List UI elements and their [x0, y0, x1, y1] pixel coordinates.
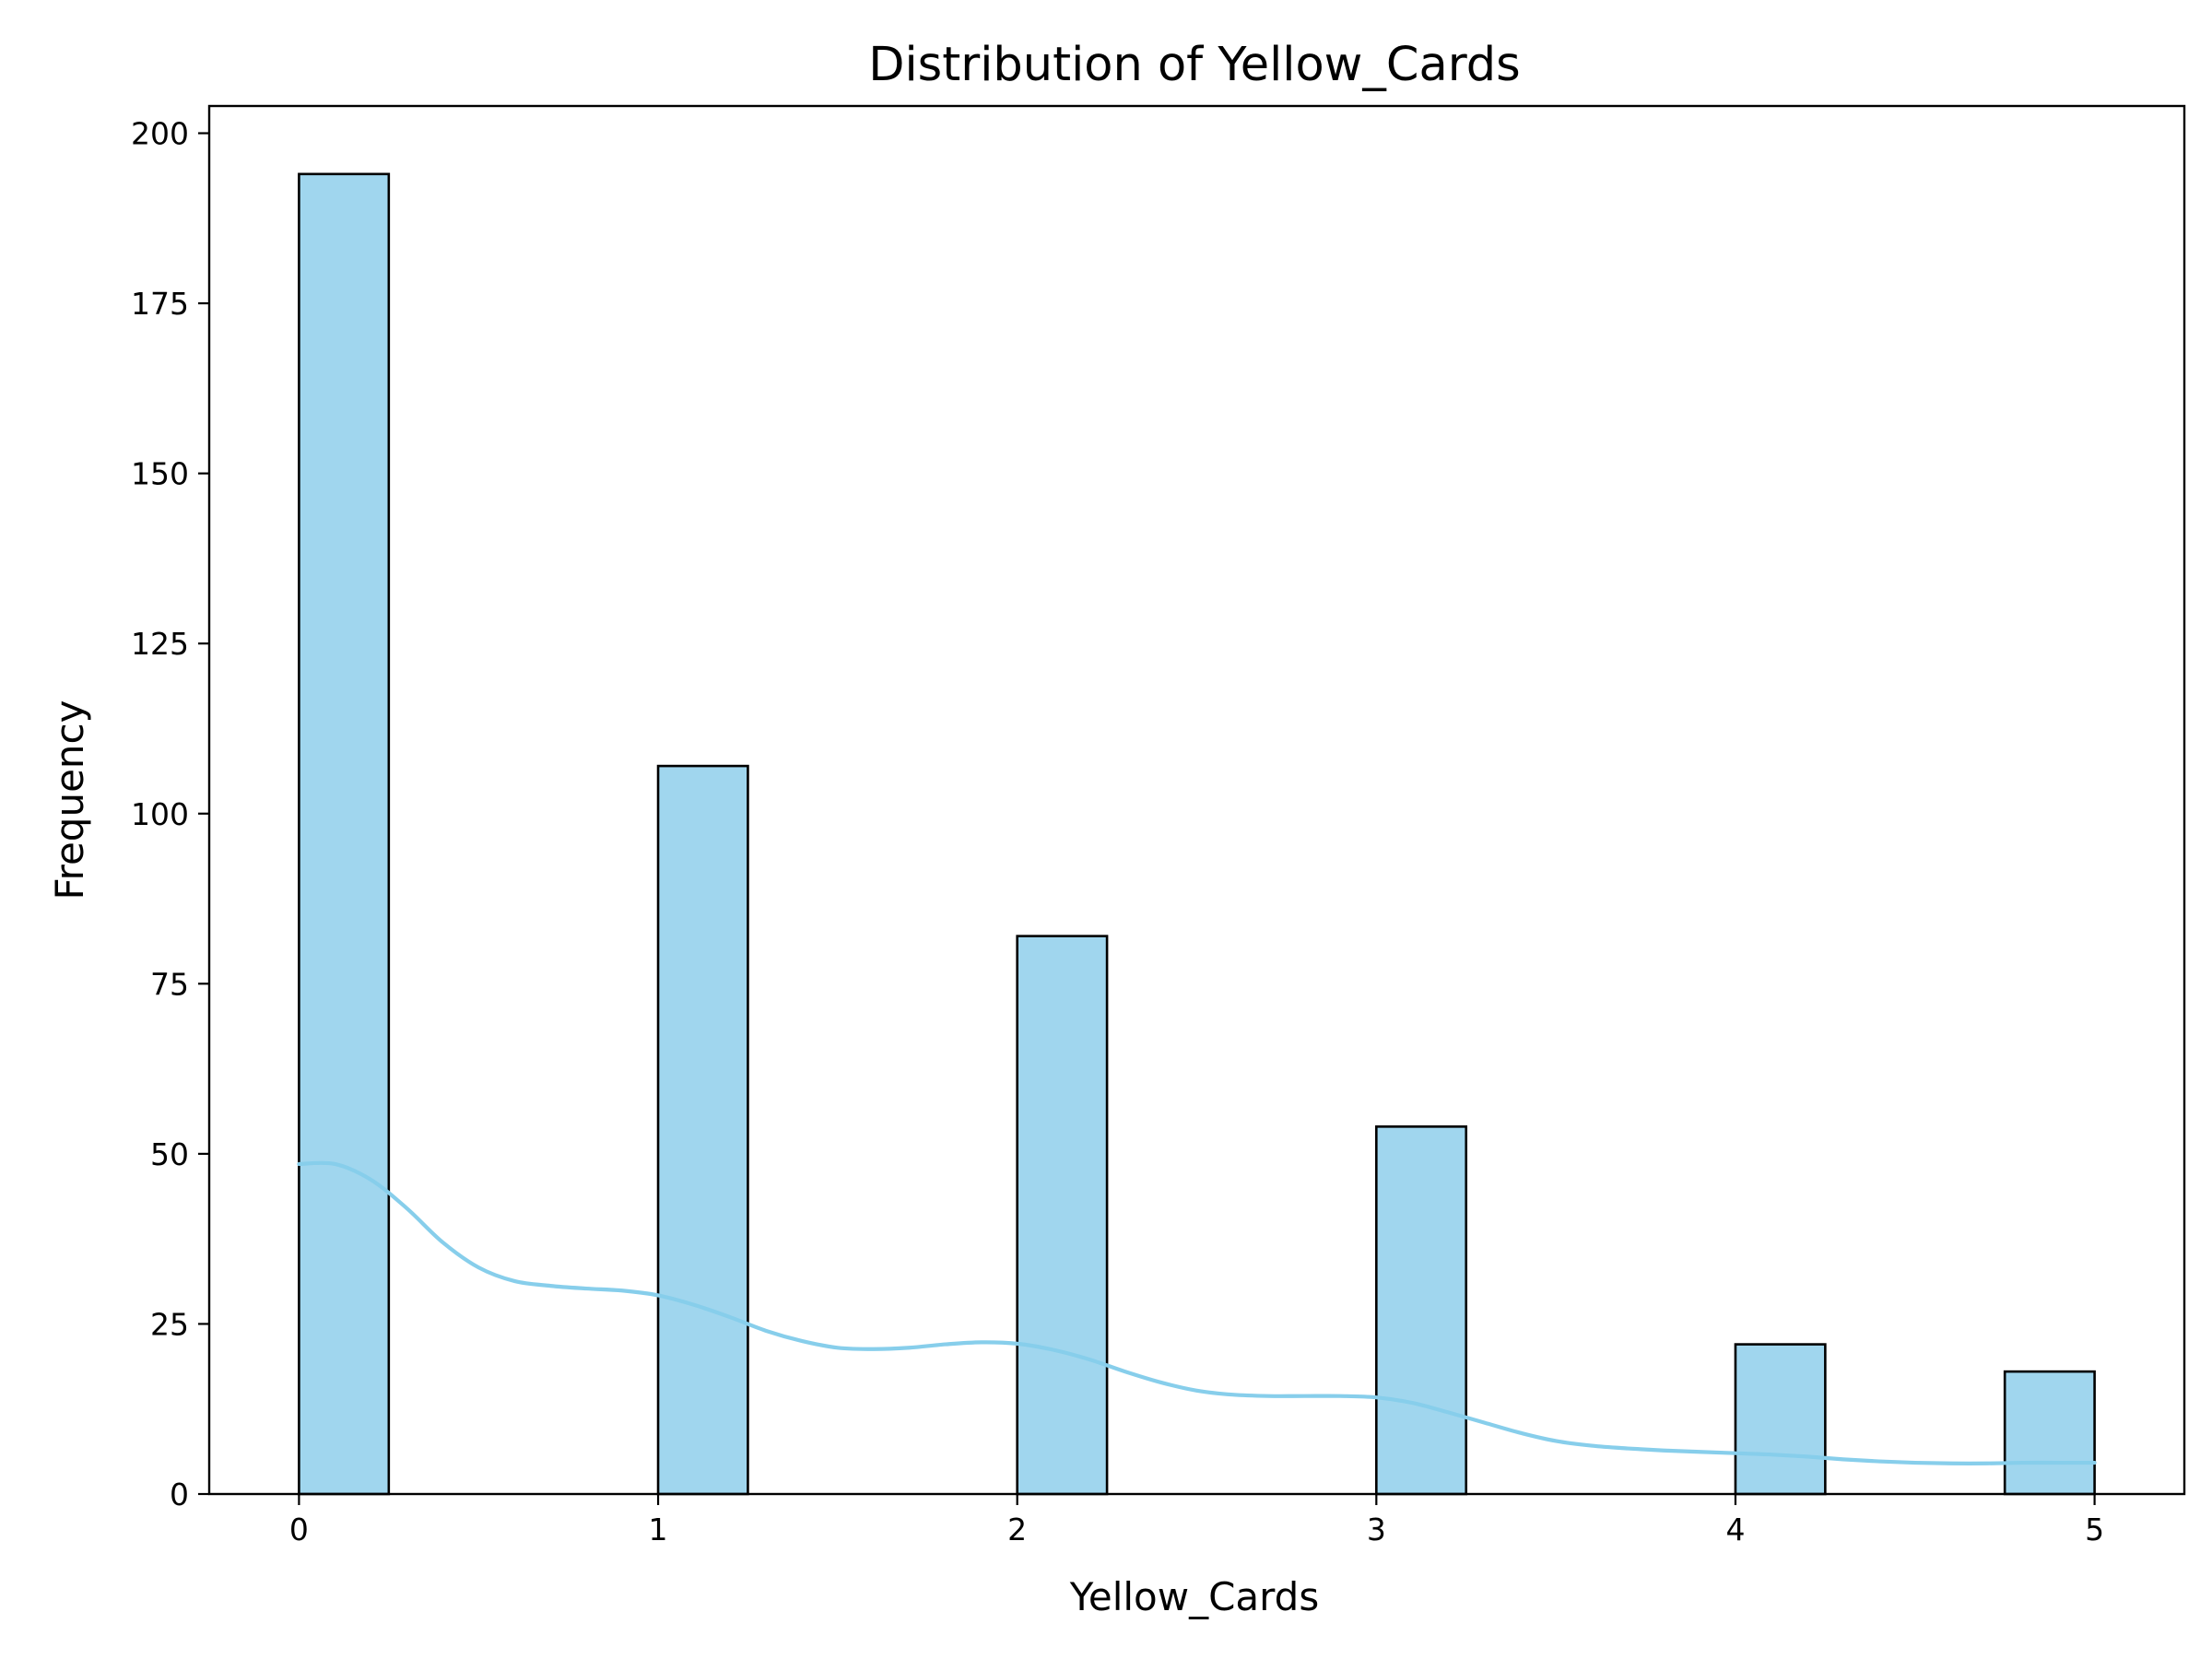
x-axis-ticks: 0 1 2 3 4 5 [289, 1494, 2104, 1547]
plot-frame [207, 104, 2186, 1496]
y-tick-label: 75 [150, 966, 189, 1002]
kde-curve [297, 1160, 2097, 1465]
y-tick-label: 25 [150, 1306, 189, 1342]
histogram-bar-3 [1375, 1125, 1468, 1496]
y-axis-ticks: 0 25 50 75 100 125 150 175 200 [131, 116, 209, 1512]
y-tick-label: 200 [131, 116, 189, 152]
x-tick-label: 5 [2085, 1512, 2104, 1547]
y-tick-label: 100 [131, 796, 189, 832]
x-tick-label: 3 [1367, 1512, 1386, 1547]
chart-title: Distribution of Yellow_Cards [868, 38, 1521, 92]
x-axis-label: Yellow_Cards [1069, 1574, 1319, 1619]
y-tick-label: 150 [131, 456, 189, 492]
y-tick-label: 175 [131, 286, 189, 322]
y-tick-label: 0 [170, 1477, 189, 1512]
bars-group [298, 172, 2096, 1496]
y-axis-label: Frequency [47, 700, 92, 900]
y-tick-label: 50 [150, 1136, 189, 1172]
histogram-bar-5 [2003, 1370, 2096, 1496]
x-tick-label: 0 [289, 1512, 309, 1547]
histogram-bar-0 [298, 172, 391, 1496]
histogram-bar-4 [1734, 1343, 1827, 1496]
y-tick-label: 125 [131, 626, 189, 662]
histogram-bar-2 [1016, 935, 1109, 1496]
x-tick-label: 4 [1725, 1512, 1745, 1547]
histogram-bar-1 [656, 764, 749, 1496]
x-tick-label: 1 [649, 1512, 668, 1547]
x-tick-label: 2 [1007, 1512, 1027, 1547]
kde-group [297, 1160, 2097, 1465]
